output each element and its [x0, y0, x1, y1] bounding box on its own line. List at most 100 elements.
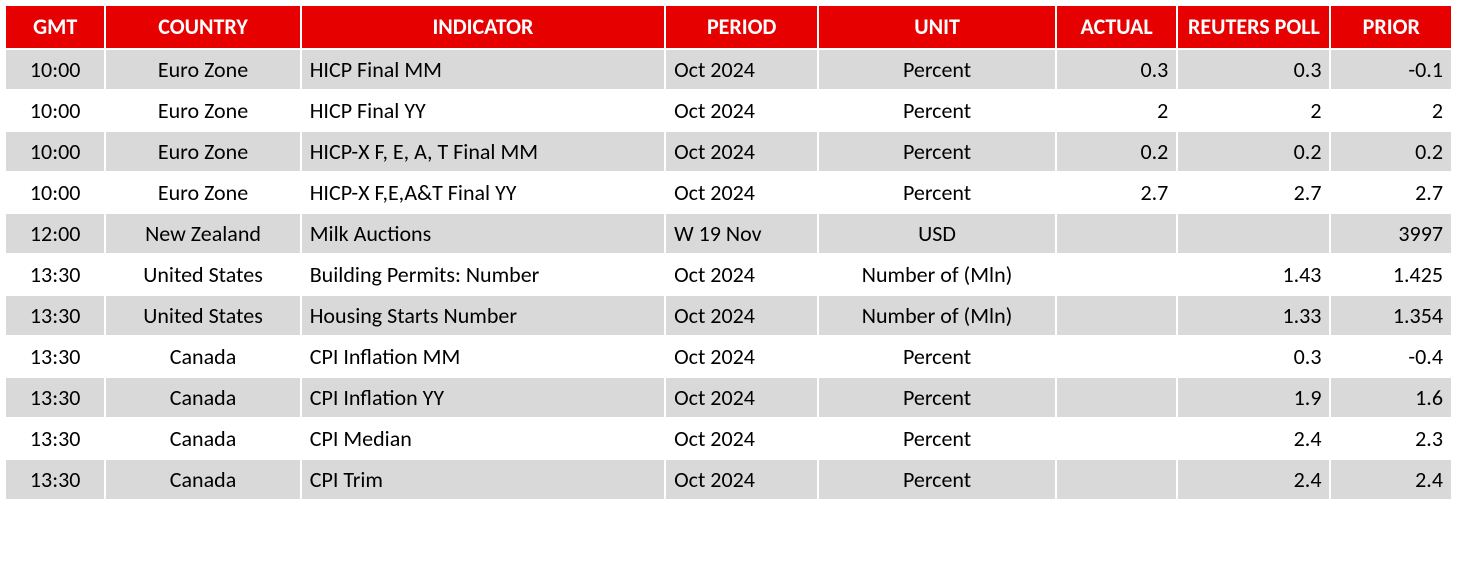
table-row: 10:00Euro ZoneHICP-X F, E, A, T Final MM…	[5, 131, 1452, 172]
cell-prior: 2	[1330, 90, 1452, 131]
cell-country: Euro Zone	[105, 90, 300, 131]
cell-poll: 1.33	[1177, 295, 1330, 336]
cell-unit: USD	[818, 213, 1056, 254]
cell-indicator: Building Permits: Number	[301, 254, 665, 295]
cell-indicator: Housing Starts Number	[301, 295, 665, 336]
cell-prior: 2.7	[1330, 172, 1452, 213]
cell-prior: 1.425	[1330, 254, 1452, 295]
cell-unit: Percent	[818, 459, 1056, 500]
cell-gmt: 13:30	[5, 377, 105, 418]
cell-indicator: HICP Final MM	[301, 49, 665, 90]
cell-prior: 1.354	[1330, 295, 1452, 336]
table-row: 13:30United StatesBuilding Permits: Numb…	[5, 254, 1452, 295]
table-row: 12:00New ZealandMilk AuctionsW 19 NovUSD…	[5, 213, 1452, 254]
cell-period: Oct 2024	[665, 172, 818, 213]
cell-unit: Percent	[818, 49, 1056, 90]
cell-actual: 0.3	[1056, 49, 1177, 90]
header-actual: ACTUAL	[1056, 5, 1177, 49]
cell-unit: Percent	[818, 90, 1056, 131]
cell-gmt: 13:30	[5, 336, 105, 377]
cell-poll: 0.2	[1177, 131, 1330, 172]
cell-actual	[1056, 336, 1177, 377]
cell-unit: Number of (Mln)	[818, 254, 1056, 295]
table-row: 13:30CanadaCPI TrimOct 2024Percent2.42.4	[5, 459, 1452, 500]
cell-actual	[1056, 213, 1177, 254]
cell-indicator: CPI Trim	[301, 459, 665, 500]
cell-unit: Percent	[818, 418, 1056, 459]
cell-period: W 19 Nov	[665, 213, 818, 254]
cell-country: Euro Zone	[105, 49, 300, 90]
cell-period: Oct 2024	[665, 131, 818, 172]
cell-country: Canada	[105, 459, 300, 500]
cell-period: Oct 2024	[665, 377, 818, 418]
cell-poll: 0.3	[1177, 336, 1330, 377]
cell-indicator: CPI Median	[301, 418, 665, 459]
header-prior: PRIOR	[1330, 5, 1452, 49]
cell-gmt: 12:00	[5, 213, 105, 254]
cell-poll	[1177, 213, 1330, 254]
cell-gmt: 13:30	[5, 418, 105, 459]
header-gmt: GMT	[5, 5, 105, 49]
table-body: 10:00Euro ZoneHICP Final MMOct 2024Perce…	[5, 49, 1452, 500]
cell-country: Euro Zone	[105, 172, 300, 213]
table-row: 10:00Euro ZoneHICP Final YYOct 2024Perce…	[5, 90, 1452, 131]
cell-indicator: Milk Auctions	[301, 213, 665, 254]
cell-country: United States	[105, 254, 300, 295]
cell-indicator: HICP-X F,E,A&T Final YY	[301, 172, 665, 213]
cell-prior: -0.1	[1330, 49, 1452, 90]
cell-actual	[1056, 418, 1177, 459]
cell-actual	[1056, 295, 1177, 336]
cell-actual	[1056, 459, 1177, 500]
cell-actual: 0.2	[1056, 131, 1177, 172]
table-row: 13:30CanadaCPI Inflation YYOct 2024Perce…	[5, 377, 1452, 418]
cell-country: Canada	[105, 377, 300, 418]
table-row: 13:30CanadaCPI Inflation MMOct 2024Perce…	[5, 336, 1452, 377]
table-row: 10:00Euro ZoneHICP-X F,E,A&T Final YYOct…	[5, 172, 1452, 213]
table-header: GMT COUNTRY INDICATOR PERIOD UNIT ACTUAL…	[5, 5, 1452, 49]
cell-poll: 2	[1177, 90, 1330, 131]
economic-calendar-table: GMT COUNTRY INDICATOR PERIOD UNIT ACTUAL…	[4, 4, 1453, 501]
cell-poll: 2.4	[1177, 459, 1330, 500]
cell-poll: 1.43	[1177, 254, 1330, 295]
cell-gmt: 13:30	[5, 459, 105, 500]
cell-prior: 2.3	[1330, 418, 1452, 459]
cell-country: New Zealand	[105, 213, 300, 254]
cell-unit: Percent	[818, 172, 1056, 213]
table-row: 10:00Euro ZoneHICP Final MMOct 2024Perce…	[5, 49, 1452, 90]
cell-indicator: CPI Inflation MM	[301, 336, 665, 377]
cell-period: Oct 2024	[665, 90, 818, 131]
cell-actual	[1056, 377, 1177, 418]
table-row: 13:30United StatesHousing Starts NumberO…	[5, 295, 1452, 336]
cell-poll: 2.4	[1177, 418, 1330, 459]
cell-poll: 2.7	[1177, 172, 1330, 213]
cell-prior: -0.4	[1330, 336, 1452, 377]
cell-gmt: 10:00	[5, 90, 105, 131]
cell-poll: 1.9	[1177, 377, 1330, 418]
cell-unit: Percent	[818, 131, 1056, 172]
cell-gmt: 10:00	[5, 172, 105, 213]
table-row: 13:30CanadaCPI MedianOct 2024Percent2.42…	[5, 418, 1452, 459]
cell-prior: 0.2	[1330, 131, 1452, 172]
cell-unit: Number of (Mln)	[818, 295, 1056, 336]
cell-indicator: CPI Inflation YY	[301, 377, 665, 418]
cell-actual: 2	[1056, 90, 1177, 131]
cell-gmt: 10:00	[5, 49, 105, 90]
cell-period: Oct 2024	[665, 418, 818, 459]
cell-country: Canada	[105, 336, 300, 377]
cell-period: Oct 2024	[665, 49, 818, 90]
header-indicator: INDICATOR	[301, 5, 665, 49]
cell-actual: 2.7	[1056, 172, 1177, 213]
cell-gmt: 13:30	[5, 254, 105, 295]
cell-period: Oct 2024	[665, 336, 818, 377]
cell-period: Oct 2024	[665, 254, 818, 295]
cell-prior: 1.6	[1330, 377, 1452, 418]
cell-country: United States	[105, 295, 300, 336]
header-period: PERIOD	[665, 5, 818, 49]
cell-actual	[1056, 254, 1177, 295]
cell-indicator: HICP-X F, E, A, T Final MM	[301, 131, 665, 172]
cell-gmt: 10:00	[5, 131, 105, 172]
cell-period: Oct 2024	[665, 459, 818, 500]
cell-poll: 0.3	[1177, 49, 1330, 90]
cell-period: Oct 2024	[665, 295, 818, 336]
cell-unit: Percent	[818, 377, 1056, 418]
